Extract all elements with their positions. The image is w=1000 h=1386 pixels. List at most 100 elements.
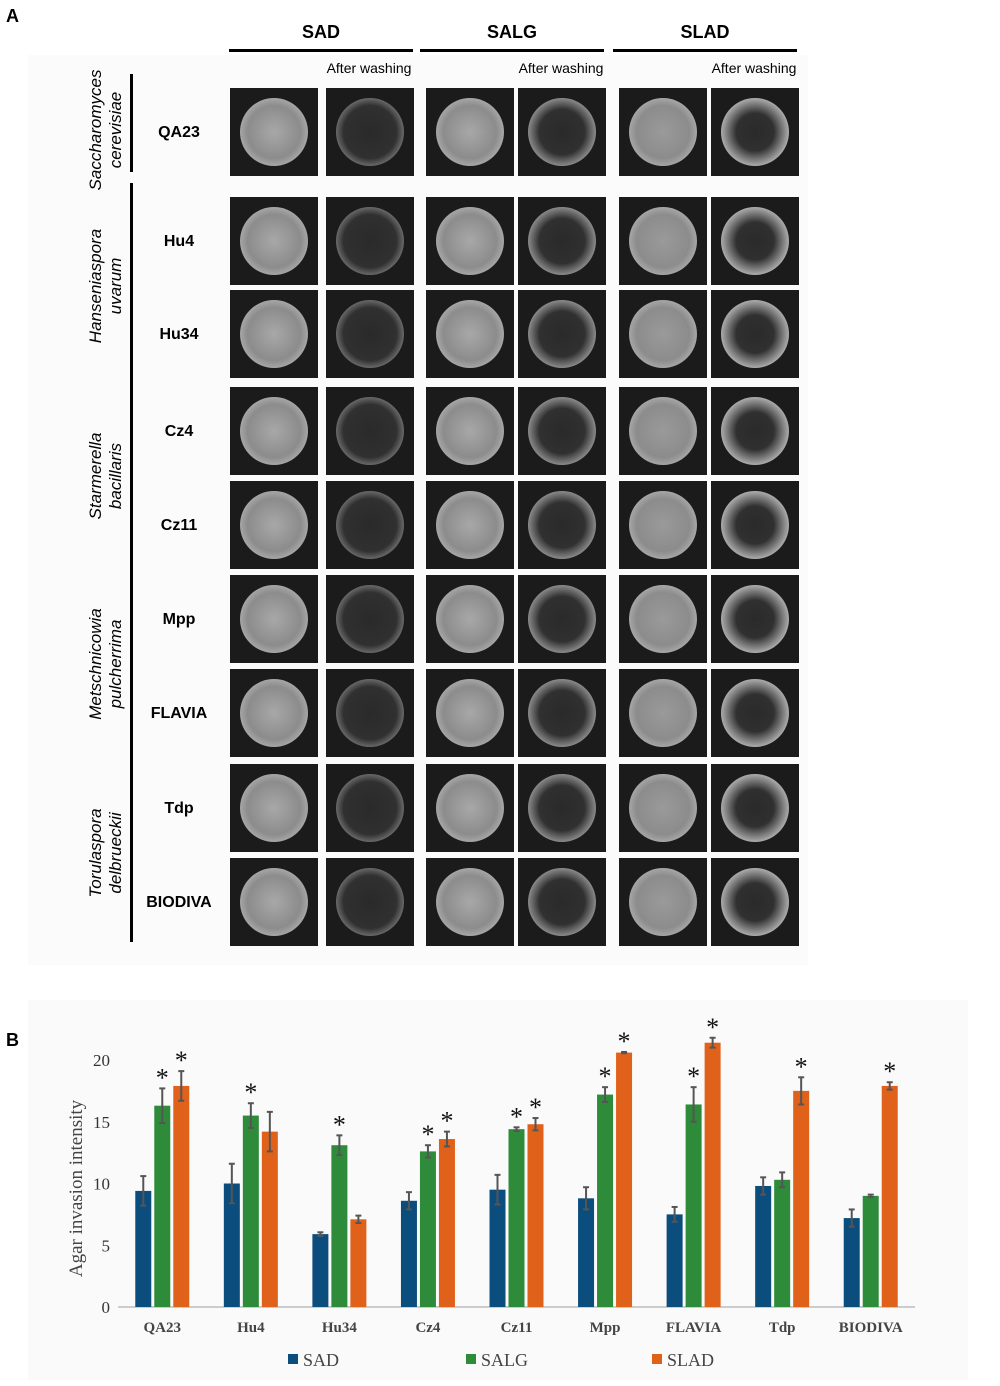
- significance-marker: *: [510, 1102, 523, 1131]
- after-washing-label: After washing: [518, 60, 604, 76]
- colony-disc: [240, 491, 308, 559]
- species-epithet: bacillaris: [106, 442, 125, 510]
- x-tick-label: Cz4: [415, 1320, 440, 1336]
- y-axis-label: Agar invasion intensity: [66, 1099, 87, 1277]
- colony-image: [619, 481, 707, 569]
- colony-after-washing-image: [326, 387, 414, 475]
- colony-after-washing-image: [518, 290, 606, 378]
- bar-sad: [843, 1218, 860, 1307]
- colony-disc: [336, 679, 404, 747]
- significance-marker: *: [883, 1057, 896, 1086]
- significance-marker: *: [333, 1110, 346, 1139]
- bar-sad: [755, 1185, 772, 1307]
- x-tick-label: Mpp: [590, 1320, 621, 1336]
- strain-label-tdp: Tdp: [164, 800, 194, 817]
- x-tick-label: BIODIVA: [839, 1320, 903, 1336]
- colony-image: [426, 88, 514, 176]
- x-tick-label: QA23: [144, 1320, 182, 1336]
- legend-label-sad: SAD: [303, 1350, 339, 1370]
- colony-disc: [240, 774, 308, 842]
- colony-after-washing-image: [711, 387, 799, 475]
- colony-after-washing-image: [326, 197, 414, 285]
- colony-disc: [436, 679, 504, 747]
- bar-salg: [154, 1105, 171, 1307]
- colony-after-washing-image: [518, 481, 606, 569]
- colony-image: [426, 481, 514, 569]
- colony-image: [230, 858, 318, 946]
- bar-sad: [489, 1189, 506, 1307]
- strain-label-biodiva: BIODIVA: [146, 894, 212, 911]
- colony-image: [230, 575, 318, 663]
- significance-marker: *: [244, 1078, 257, 1107]
- colony-disc: [528, 397, 596, 465]
- species-bracket: [130, 183, 133, 374]
- colony-disc: [336, 868, 404, 936]
- x-tick-label: Tdp: [769, 1320, 796, 1336]
- strain-label-cz4: Cz4: [164, 423, 194, 440]
- x-tick-label: Hu34: [322, 1320, 358, 1336]
- colony-disc: [629, 679, 697, 747]
- significance-marker: *: [795, 1052, 808, 1081]
- panel-b-label: B: [6, 1030, 19, 1050]
- colony-disc: [240, 300, 308, 368]
- colony-disc: [336, 300, 404, 368]
- colony-image: [426, 858, 514, 946]
- colony-after-washing-image: [326, 858, 414, 946]
- significance-marker: *: [421, 1120, 434, 1149]
- colony-after-washing-image: [326, 481, 414, 569]
- colony-disc: [436, 207, 504, 275]
- colony-image: [619, 669, 707, 757]
- colony-disc: [721, 585, 789, 653]
- strain-label-hu34: Hu34: [159, 326, 199, 343]
- bar-slad: [793, 1090, 810, 1307]
- bar-sad: [400, 1200, 417, 1307]
- colony-disc: [528, 585, 596, 653]
- bar-slad: [350, 1219, 367, 1307]
- colony-after-washing-image: [518, 197, 606, 285]
- bar-salg: [331, 1145, 348, 1307]
- colony-after-washing-image: [711, 481, 799, 569]
- colony-image: [230, 290, 318, 378]
- colony-after-washing-image: [711, 764, 799, 852]
- legend-swatch-sad: [288, 1354, 298, 1364]
- legend-label-slad: SLAD: [667, 1350, 714, 1370]
- colony-image: [426, 387, 514, 475]
- colony-disc: [528, 300, 596, 368]
- colony-after-washing-image: [518, 764, 606, 852]
- y-tick-label: 15: [93, 1113, 110, 1132]
- bar-slad: [438, 1139, 455, 1307]
- colony-disc: [721, 868, 789, 936]
- strain-label-mpp: Mpp: [162, 611, 196, 628]
- bar-salg: [242, 1115, 259, 1307]
- significance-marker: *: [706, 1013, 719, 1042]
- colony-disc: [436, 300, 504, 368]
- colony-disc: [629, 774, 697, 842]
- colony-after-washing-image: [711, 669, 799, 757]
- bar-sad: [578, 1198, 595, 1307]
- significance-marker: *: [618, 1027, 631, 1056]
- after-washing-label: After washing: [326, 60, 412, 76]
- bar-slad: [616, 1052, 633, 1307]
- bar-sad: [223, 1183, 240, 1307]
- significance-marker: *: [687, 1062, 700, 1091]
- colony-after-washing-image: [326, 575, 414, 663]
- colony-disc: [629, 98, 697, 166]
- colony-image: [619, 764, 707, 852]
- condition-header-slad: SLAD: [680, 22, 730, 42]
- species-bracket: [130, 561, 133, 753]
- colony-disc: [436, 98, 504, 166]
- colony-disc: [240, 585, 308, 653]
- significance-marker: *: [156, 1063, 169, 1092]
- significance-marker: *: [175, 1046, 188, 1075]
- strain-label-flavia: FLAVIA: [150, 705, 208, 722]
- significance-marker: *: [599, 1062, 612, 1091]
- colony-disc: [528, 774, 596, 842]
- y-tick-label: 5: [102, 1236, 111, 1255]
- colony-disc: [629, 397, 697, 465]
- condition-underline-sad: [229, 49, 413, 52]
- colony-image: [619, 387, 707, 475]
- colony-disc: [528, 98, 596, 166]
- x-tick-label: Cz11: [501, 1320, 533, 1336]
- colony-image: [619, 88, 707, 176]
- y-tick-label: 20: [93, 1051, 110, 1070]
